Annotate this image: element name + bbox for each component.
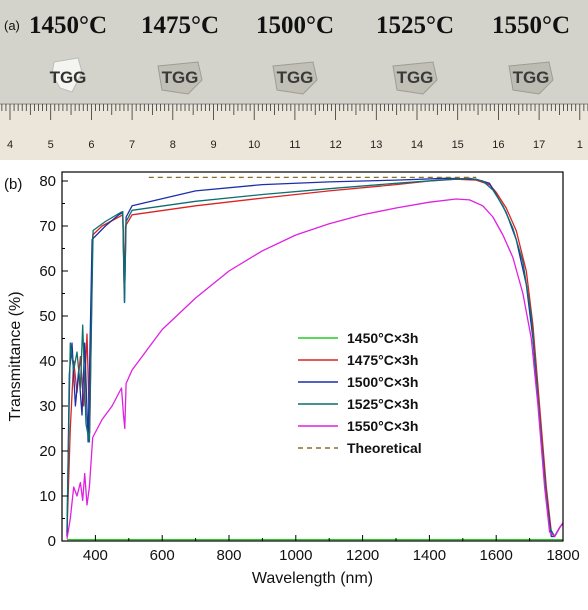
- x-axis-title: Wavelength (nm): [252, 570, 373, 587]
- ruler-number: 8: [170, 139, 176, 151]
- y-tick-label: 30: [39, 398, 56, 415]
- legend: 1450°C×3h 1475°C×3h 1500°C×3h 1525°C×3h 1550…: [298, 330, 422, 456]
- plot-frame: [61, 171, 564, 542]
- sample-piece: TGG: [272, 61, 318, 95]
- y-tick-label: 80: [39, 173, 56, 190]
- temperature-label: 1500°C: [256, 12, 334, 39]
- series-line: [66, 198, 564, 539]
- y-tick-label: 10: [39, 488, 56, 505]
- x-tick-label: 1200: [346, 547, 379, 564]
- ruler-number: 1: [577, 139, 583, 151]
- ruler-number: 6: [88, 139, 94, 151]
- x-tick-label: 800: [216, 547, 241, 564]
- y-axis-title: Transmittance (%): [7, 291, 24, 421]
- legend-label: 1500°C×3h: [347, 374, 418, 390]
- sample-text: TGG: [513, 68, 550, 87]
- sample-text: TGG: [277, 68, 314, 87]
- ruler-number: 15: [452, 139, 464, 151]
- legend-label: 1525°C×3h: [347, 396, 418, 412]
- opaque-sample: [51, 57, 83, 93]
- ruler-number: 9: [210, 139, 216, 151]
- y-tick-label: 40: [39, 353, 56, 370]
- y-tick-label: 20: [39, 443, 56, 460]
- ruler-number: 12: [329, 139, 341, 151]
- x-tick-label: 600: [150, 547, 175, 564]
- ruler-body: [0, 104, 588, 160]
- sample-text: TGG: [162, 68, 199, 87]
- legend-label: Theoretical: [347, 440, 422, 456]
- ruler-number: 17: [533, 139, 545, 151]
- ruler-number: 5: [48, 139, 54, 151]
- transparent-sample: [392, 61, 438, 95]
- x-tick-label: 1400: [413, 547, 446, 564]
- photo-panel: (a) 1450°C 1475°C 1500°C 1525°C 1550°C TGG TG…: [0, 0, 588, 160]
- y-tick-label: 0: [48, 533, 56, 550]
- ruler-number: 11: [289, 139, 300, 151]
- panel-a-tag: (a): [4, 18, 20, 33]
- sample-piece: TGG: [50, 57, 87, 93]
- ruler-number: 7: [129, 139, 135, 151]
- temperature-label: 1450°C: [29, 12, 107, 39]
- series-line: [66, 177, 564, 538]
- panel-b-tag: (b): [4, 176, 22, 193]
- transmittance-chart: (b) 400 600 800 1000 1200 1400 1600 1800 0 10 20 30…: [4, 171, 580, 587]
- sample-text: TGG: [397, 68, 434, 87]
- legend-label: 1450°C×3h: [347, 330, 418, 346]
- legend-label: 1475°C×3h: [347, 352, 418, 368]
- temperature-label: 1525°C: [376, 12, 454, 39]
- temperature-label: 1475°C: [141, 12, 219, 39]
- ruler: 4 5 6 7 8 9 10 11 12 13 14 15 16 17 1: [0, 103, 588, 160]
- transparent-sample: [157, 61, 203, 95]
- y-tick-label: 50: [39, 308, 56, 325]
- ruler-number: 16: [492, 139, 504, 151]
- samples-photo: (a) 1450°C 1475°C 1500°C 1525°C 1550°C TGG TG…: [0, 0, 588, 160]
- x-tick-label: 1000: [279, 547, 312, 564]
- sample-piece: TGG: [508, 61, 554, 95]
- x-tick-label: 1800: [546, 547, 579, 564]
- ruler-number: 10: [248, 139, 260, 151]
- sample-text: TGG: [50, 68, 87, 87]
- transparent-sample: [508, 61, 554, 95]
- x-tick-label: 400: [83, 547, 108, 564]
- sample-piece: TGG: [392, 61, 438, 95]
- sample-piece: TGG: [157, 61, 203, 95]
- ruler-number: 13: [370, 139, 382, 151]
- legend-label: 1550°C×3h: [347, 418, 418, 434]
- x-tick-label: 1600: [480, 547, 513, 564]
- ruler-number: 14: [411, 139, 423, 151]
- temperature-label: 1550°C: [492, 12, 570, 39]
- ruler-number: 4: [7, 139, 13, 151]
- chart-panel: (b) 400 600 800 1000 1200 1400 1600 1800 0 10 20 30…: [0, 160, 588, 605]
- y-tick-label: 70: [39, 218, 56, 235]
- y-tick-label: 60: [39, 263, 56, 280]
- transparent-sample: [272, 61, 318, 95]
